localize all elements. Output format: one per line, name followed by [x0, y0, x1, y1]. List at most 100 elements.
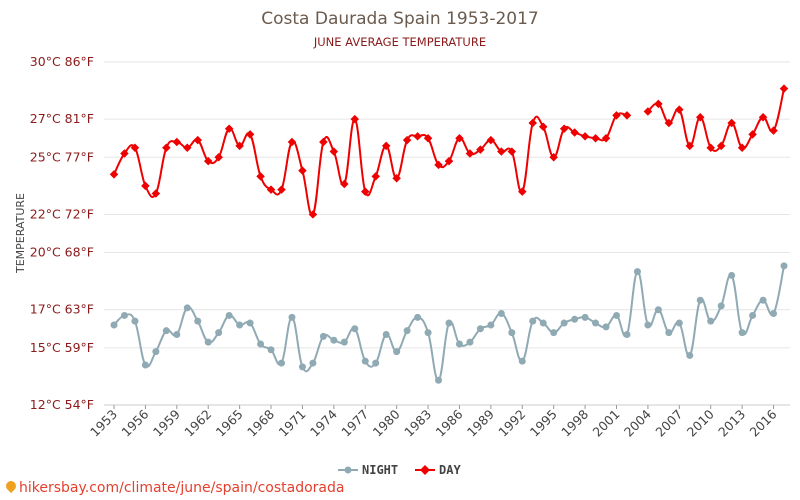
data-point-night[interactable] — [424, 329, 432, 337]
data-point-day[interactable] — [203, 156, 213, 166]
data-point-night[interactable] — [571, 315, 579, 323]
data-point-night[interactable] — [508, 329, 516, 337]
data-point-day[interactable] — [444, 156, 454, 166]
data-point-day[interactable] — [308, 210, 318, 219]
data-point-night[interactable] — [717, 302, 725, 310]
data-point-day[interactable] — [779, 84, 789, 93]
data-point-day[interactable] — [486, 135, 496, 145]
data-point-night[interactable] — [455, 340, 463, 348]
data-point-day[interactable] — [172, 137, 182, 147]
data-point-day[interactable] — [256, 172, 265, 181]
data-point-night[interactable] — [665, 329, 673, 337]
data-point-day[interactable] — [392, 173, 401, 183]
data-point-night[interactable] — [330, 336, 338, 344]
data-point-night[interactable] — [560, 319, 568, 327]
data-point-night[interactable] — [529, 317, 537, 325]
data-point-day[interactable] — [381, 141, 391, 151]
data-point-night[interactable] — [361, 357, 369, 365]
data-point-night[interactable] — [340, 338, 348, 346]
data-point-night[interactable] — [298, 363, 306, 371]
data-point-day[interactable] — [141, 181, 150, 191]
data-point-night[interactable] — [654, 306, 662, 314]
data-point-day[interactable] — [580, 132, 590, 141]
legend-entry-day[interactable]: DAY — [415, 463, 461, 477]
data-point-night[interactable] — [749, 311, 757, 319]
data-point-night[interactable] — [204, 338, 212, 346]
data-point-night[interactable] — [435, 376, 443, 384]
data-point-night[interactable] — [372, 359, 380, 367]
data-point-night[interactable] — [382, 330, 390, 338]
data-point-night[interactable] — [466, 338, 474, 346]
data-point-night[interactable] — [623, 330, 631, 338]
data-point-night[interactable] — [183, 304, 191, 312]
data-point-night[interactable] — [518, 357, 526, 365]
data-point-night[interactable] — [246, 319, 254, 327]
data-point-day[interactable] — [245, 130, 255, 139]
data-point-day[interactable] — [476, 145, 485, 154]
data-point-day[interactable] — [120, 149, 129, 158]
data-point-night[interactable] — [215, 329, 223, 337]
data-point-day[interactable] — [559, 124, 569, 133]
data-point-night[interactable] — [633, 268, 641, 276]
data-point-day[interactable] — [622, 111, 632, 120]
data-point-night[interactable] — [288, 313, 296, 321]
data-point-night[interactable] — [770, 310, 778, 318]
data-point-day[interactable] — [109, 170, 119, 179]
data-point-night[interactable] — [236, 321, 244, 329]
data-point-day[interactable] — [151, 189, 161, 198]
data-point-night[interactable] — [278, 359, 285, 367]
data-point-night[interactable] — [173, 330, 181, 338]
data-point-night[interactable] — [319, 332, 327, 340]
data-point-day[interactable] — [183, 143, 192, 152]
data-point-night[interactable] — [686, 351, 694, 359]
data-point-day[interactable] — [235, 141, 244, 151]
data-point-day[interactable] — [130, 143, 140, 152]
data-point-day[interactable] — [340, 179, 349, 189]
data-point-day[interactable] — [675, 105, 684, 114]
data-point-night[interactable] — [445, 319, 453, 327]
data-point-day[interactable] — [465, 149, 475, 158]
data-point-day[interactable] — [277, 185, 286, 194]
data-point-night[interactable] — [581, 313, 589, 321]
data-point-day[interactable] — [769, 126, 778, 135]
data-point-night[interactable] — [162, 327, 170, 335]
data-point-night[interactable] — [141, 361, 149, 369]
data-point-day[interactable] — [538, 122, 548, 132]
data-point-night[interactable] — [110, 321, 118, 329]
data-point-day[interactable] — [528, 118, 537, 128]
data-point-day[interactable] — [224, 124, 234, 133]
data-point-night[interactable] — [497, 310, 505, 318]
data-point-day[interactable] — [350, 114, 360, 124]
data-point-night[interactable] — [539, 319, 547, 327]
data-point-night[interactable] — [644, 321, 652, 329]
data-point-day[interactable] — [319, 137, 328, 147]
data-point-day[interactable] — [298, 166, 307, 175]
data-point-night[interactable] — [351, 325, 359, 333]
data-point-night[interactable] — [550, 329, 558, 337]
data-point-day[interactable] — [402, 135, 412, 145]
data-point-night[interactable] — [707, 317, 715, 325]
data-point-night[interactable] — [309, 359, 317, 367]
data-point-day[interactable] — [287, 137, 297, 147]
legend-entry-night[interactable]: NIGHT — [338, 463, 398, 477]
data-point-night[interactable] — [194, 317, 202, 325]
data-point-night[interactable] — [414, 313, 422, 321]
data-point-night[interactable] — [696, 296, 704, 304]
data-point-day[interactable] — [455, 133, 464, 143]
data-point-night[interactable] — [759, 296, 767, 304]
data-point-day[interactable] — [748, 130, 757, 139]
data-point-night[interactable] — [738, 329, 746, 337]
data-point-night[interactable] — [267, 346, 275, 354]
data-point-day[interactable] — [361, 187, 370, 196]
data-point-night[interactable] — [675, 319, 683, 327]
data-point-day[interactable] — [266, 185, 276, 194]
data-point-night[interactable] — [225, 311, 233, 319]
data-point-day[interactable] — [413, 132, 422, 141]
data-point-night[interactable] — [602, 323, 610, 331]
data-point-day[interactable] — [423, 133, 433, 143]
data-point-night[interactable] — [728, 271, 736, 279]
data-point-night[interactable] — [257, 340, 265, 348]
data-point-night[interactable] — [393, 348, 401, 356]
data-point-day[interactable] — [329, 147, 339, 156]
data-point-day[interactable] — [497, 147, 506, 156]
